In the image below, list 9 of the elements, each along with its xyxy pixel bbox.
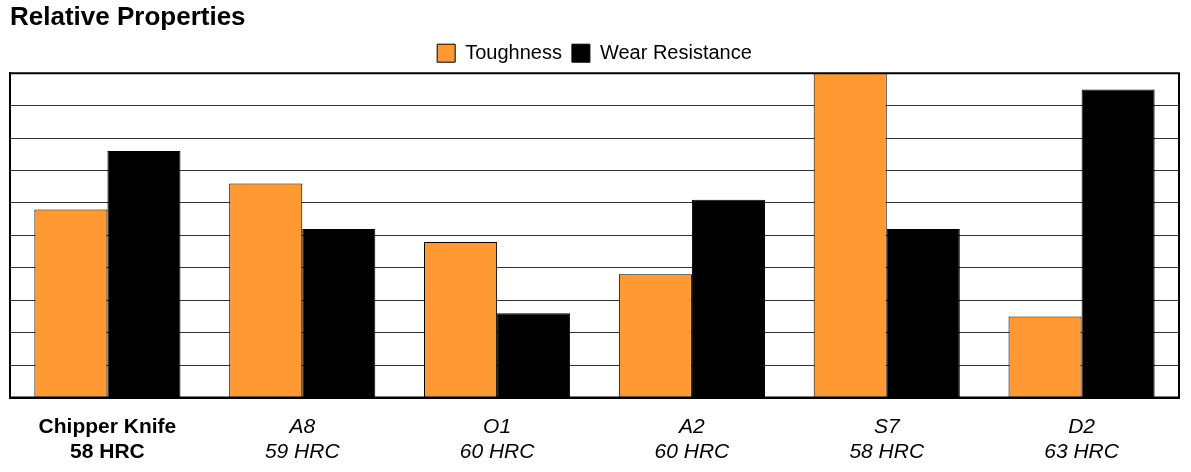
x-tick-label: Chipper Knife 58 HRC	[38, 414, 177, 463]
chart-title: Relative Properties	[10, 0, 246, 31]
x-tick-label: S7 58 HRC	[849, 414, 925, 463]
x-tick-label: O1 60 HRC	[459, 414, 536, 463]
legend-label: Wear Resistance	[599, 40, 752, 63]
x-tick-label: D2 63 HRC	[1044, 414, 1120, 463]
legend-label: Toughness	[465, 40, 562, 63]
x-tick-label: A2 60 HRC	[654, 414, 731, 463]
x-tick-label: A8 59 HRC	[264, 414, 341, 463]
